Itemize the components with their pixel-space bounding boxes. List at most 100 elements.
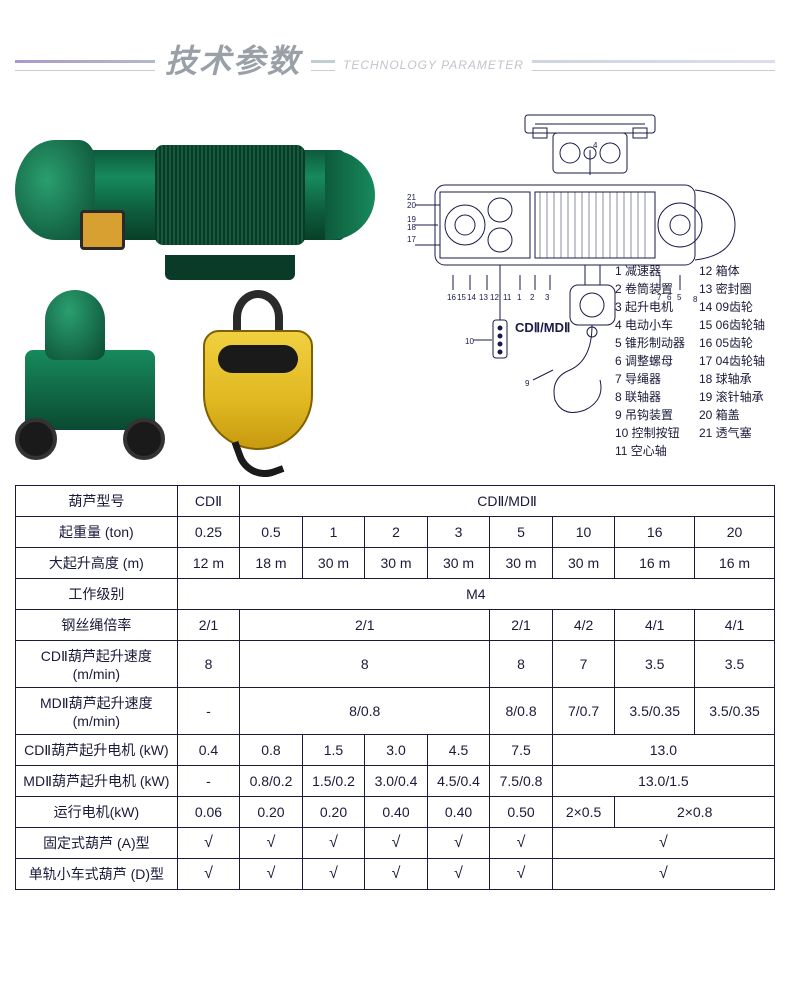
legend-item: 8 联轴器 bbox=[615, 388, 685, 406]
cell: 16 bbox=[615, 517, 695, 548]
cell: 2×0.8 bbox=[615, 797, 775, 828]
diagram-legend: 1 减速器2 卷筒装置3 起升电机4 电动小车5 锥形制动器6 调整螺母7 导绳… bbox=[615, 262, 765, 460]
cell: 1 bbox=[302, 517, 365, 548]
cell: 30 m bbox=[365, 548, 428, 579]
images-row: 2120 1918 17 1615 1413 1211 12 3 76 5 4 … bbox=[15, 110, 775, 470]
cell: 16 m bbox=[695, 548, 775, 579]
cell: √ bbox=[552, 828, 774, 859]
cell: 0.40 bbox=[427, 797, 490, 828]
table-row: CDⅡ葫芦起升速度 (m/min)88873.53.5 bbox=[16, 641, 775, 688]
cell: 2×0.5 bbox=[552, 797, 615, 828]
cell: √ bbox=[240, 859, 303, 890]
svg-text:18: 18 bbox=[407, 223, 416, 232]
cell: 4.5/0.4 bbox=[427, 766, 490, 797]
cell: 0.25 bbox=[177, 517, 240, 548]
cell: 7.5/0.8 bbox=[490, 766, 553, 797]
cell: 2/1 bbox=[490, 610, 553, 641]
cell: M4 bbox=[177, 579, 774, 610]
table-row: 起重量 (ton)0.250.51235101620 bbox=[16, 517, 775, 548]
table-row: 葫芦型号CDⅡCDⅡ/MDⅡ bbox=[16, 486, 775, 517]
legend-item: 3 起升电机 bbox=[615, 298, 685, 316]
cell: 8 bbox=[240, 641, 490, 688]
cell: 18 m bbox=[240, 548, 303, 579]
table-row: 固定式葫芦 (A)型√√√√√√√ bbox=[16, 828, 775, 859]
cell: 8 bbox=[490, 641, 553, 688]
cell: 3.0 bbox=[365, 735, 428, 766]
cell: 2 bbox=[365, 517, 428, 548]
cell: 20 bbox=[695, 517, 775, 548]
legend-item: 15 06齿轮轴 bbox=[699, 316, 765, 334]
cell: 0.5 bbox=[240, 517, 303, 548]
trolley-photo bbox=[15, 290, 165, 470]
header-title: 技术参数 bbox=[155, 36, 311, 82]
cell: 0.8/0.2 bbox=[240, 766, 303, 797]
cell: 3.5 bbox=[695, 641, 775, 688]
legend-item: 13 密封圈 bbox=[699, 280, 765, 298]
svg-text:3: 3 bbox=[545, 293, 550, 302]
svg-text:20: 20 bbox=[407, 201, 416, 210]
hoist-main-photo bbox=[15, 110, 375, 280]
cell: 3.5/0.35 bbox=[615, 688, 695, 735]
row-label: MDⅡ葫芦起升电机 (kW) bbox=[16, 766, 178, 797]
cell: √ bbox=[302, 828, 365, 859]
cell: √ bbox=[177, 859, 240, 890]
table-row: 单轨小车式葫芦 (D)型√√√√√√√ bbox=[16, 859, 775, 890]
row-label: MDⅡ葫芦起升速度 (m/min) bbox=[16, 688, 178, 735]
table-row: MDⅡ葫芦起升电机 (kW)-0.8/0.21.5/0.23.0/0.44.5/… bbox=[16, 766, 775, 797]
cell: √ bbox=[427, 828, 490, 859]
table-row: MDⅡ葫芦起升速度 (m/min)-8/0.88/0.87/0.73.5/0.3… bbox=[16, 688, 775, 735]
svg-text:2: 2 bbox=[530, 293, 535, 302]
cell: 2/1 bbox=[240, 610, 490, 641]
row-label: CDⅡ葫芦起升电机 (kW) bbox=[16, 735, 178, 766]
cell: √ bbox=[365, 859, 428, 890]
legend-item: 14 09齿轮 bbox=[699, 298, 765, 316]
cell: 0.20 bbox=[302, 797, 365, 828]
cell: √ bbox=[302, 859, 365, 890]
cell: √ bbox=[427, 859, 490, 890]
row-label: 钢丝绳倍率 bbox=[16, 610, 178, 641]
cell: 10 bbox=[552, 517, 615, 548]
cell: 30 m bbox=[302, 548, 365, 579]
cell: 7/0.7 bbox=[552, 688, 615, 735]
cell: √ bbox=[490, 828, 553, 859]
cell: √ bbox=[365, 828, 428, 859]
cell: 4/1 bbox=[695, 610, 775, 641]
cell: 3.5 bbox=[615, 641, 695, 688]
hook-block-photo bbox=[183, 290, 333, 470]
cell: 0.20 bbox=[240, 797, 303, 828]
svg-text:1: 1 bbox=[517, 293, 522, 302]
svg-text:4: 4 bbox=[593, 141, 598, 150]
legend-item: 19 滚针轴承 bbox=[699, 388, 765, 406]
cell: 7.5 bbox=[490, 735, 553, 766]
cell: 16 m bbox=[615, 548, 695, 579]
cell: 30 m bbox=[490, 548, 553, 579]
cell: 30 m bbox=[552, 548, 615, 579]
cell: 0.40 bbox=[365, 797, 428, 828]
section-header: 技术参数 TECHNOLOGY PARAMETER bbox=[15, 30, 775, 90]
legend-item: 17 04齿轮轴 bbox=[699, 352, 765, 370]
header-subtitle: TECHNOLOGY PARAMETER bbox=[335, 58, 532, 72]
svg-text:9: 9 bbox=[525, 379, 530, 388]
cell: 0.8 bbox=[240, 735, 303, 766]
cell: 30 m bbox=[427, 548, 490, 579]
cell: 8 bbox=[177, 641, 240, 688]
row-label: 工作级别 bbox=[16, 579, 178, 610]
cell: 8/0.8 bbox=[240, 688, 490, 735]
legend-item: 5 锥形制动器 bbox=[615, 334, 685, 352]
cell: 3.0/0.4 bbox=[365, 766, 428, 797]
legend-item: 11 空心轴 bbox=[615, 442, 685, 460]
row-label: 起重量 (ton) bbox=[16, 517, 178, 548]
svg-text:13: 13 bbox=[479, 293, 488, 302]
table-row: 工作级别M4 bbox=[16, 579, 775, 610]
table-row: 钢丝绳倍率2/12/12/14/24/14/1 bbox=[16, 610, 775, 641]
legend-item: 7 导绳器 bbox=[615, 370, 685, 388]
cell: √ bbox=[240, 828, 303, 859]
svg-text:17: 17 bbox=[407, 235, 416, 244]
cell: CDⅡ/MDⅡ bbox=[240, 486, 775, 517]
svg-text:12: 12 bbox=[490, 293, 499, 302]
svg-text:15: 15 bbox=[457, 293, 466, 302]
cell: 0.06 bbox=[177, 797, 240, 828]
legend-item: 9 吊钩装置 bbox=[615, 406, 685, 424]
row-label: 大起升高度 (m) bbox=[16, 548, 178, 579]
legend-item: 16 05齿轮 bbox=[699, 334, 765, 352]
